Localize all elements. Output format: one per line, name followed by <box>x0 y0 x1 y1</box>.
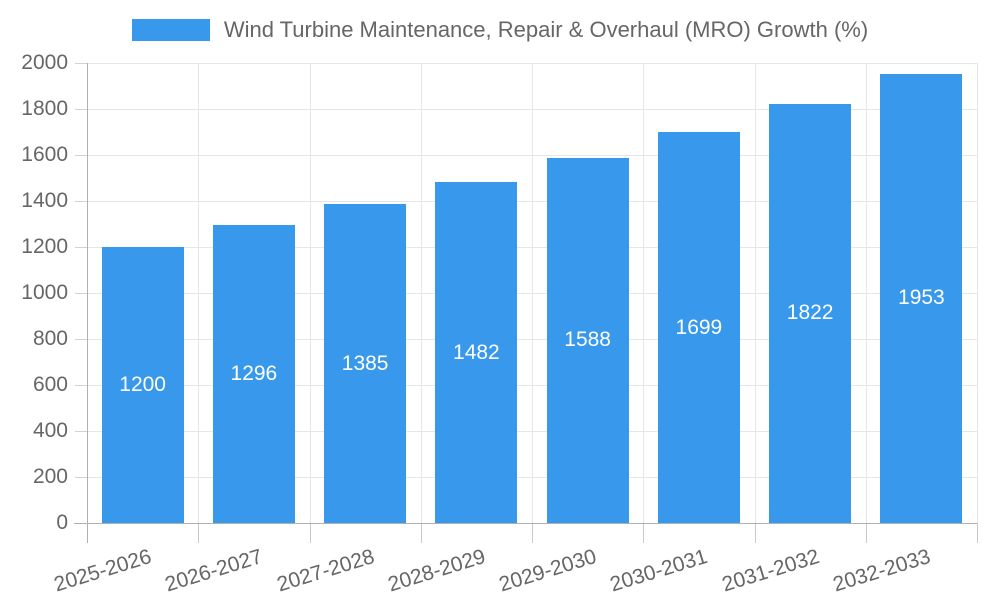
x-axis-tick-label: 2031-2032 <box>719 545 822 597</box>
y-axis-tick <box>75 201 87 202</box>
x-axis-line <box>74 523 977 524</box>
bar[interactable]: 1588 <box>546 157 629 523</box>
x-axis-tick-label: 2026-2027 <box>162 545 266 597</box>
legend-swatch <box>131 19 210 41</box>
x-axis-tick-label: 2032-2033 <box>830 545 934 597</box>
y-axis-tick-label: 0 <box>56 511 68 534</box>
y-axis-tick <box>75 247 87 248</box>
bar-value-label: 1699 <box>675 315 723 339</box>
y-axis-tick-label: 400 <box>32 419 68 442</box>
x-gridline <box>532 63 533 523</box>
x-gridline <box>309 63 311 523</box>
bar-value-label: 1588 <box>564 328 611 352</box>
y-axis-tick-label: 1600 <box>21 143 68 166</box>
y-axis-tick <box>75 63 87 64</box>
y-axis-tick <box>75 155 87 156</box>
x-gridline <box>865 63 867 523</box>
bar-value-label: 1822 <box>786 301 834 325</box>
x-axis-tick <box>420 523 422 543</box>
y-axis-tick <box>75 385 87 386</box>
y-axis-tick-label: 1400 <box>21 189 68 212</box>
bar[interactable]: 1385 <box>324 204 407 523</box>
y-axis-tick-label: 1800 <box>21 97 68 120</box>
y-axis-tick-label: 200 <box>32 465 68 488</box>
x-axis-tick-label: 2028-2029 <box>385 545 489 597</box>
x-axis-tick <box>865 523 867 543</box>
bar[interactable]: 1482 <box>435 182 518 523</box>
x-gridline <box>420 63 422 523</box>
x-axis-tick-label: 2027-2028 <box>274 545 377 597</box>
chart-legend-item[interactable]: Wind Turbine Maintenance, Repair & Overh… <box>0 17 1000 43</box>
x-gridline <box>754 63 756 523</box>
bar-value-label: 1482 <box>453 340 500 364</box>
bar[interactable]: 1699 <box>657 132 740 523</box>
y-axis-tick <box>75 431 87 432</box>
y-axis-tick-label: 800 <box>32 327 68 350</box>
bar-value-label: 1385 <box>341 351 389 375</box>
bar[interactable]: 1200 <box>101 247 184 523</box>
y-axis-tick-label: 1000 <box>21 281 68 304</box>
bar-value-label: 1953 <box>898 286 945 310</box>
x-axis-tick <box>532 523 533 543</box>
bar-value-label: 1296 <box>230 361 278 385</box>
y-axis-tick-label: 600 <box>32 373 68 396</box>
x-axis-tick <box>977 523 978 543</box>
bar[interactable]: 1822 <box>769 103 852 523</box>
legend-label: Wind Turbine Maintenance, Repair & Overh… <box>223 17 869 42</box>
x-axis-tick <box>198 523 200 543</box>
y-axis-line <box>87 63 88 543</box>
bar-value-label: 1200 <box>119 373 166 396</box>
x-gridline <box>643 63 645 523</box>
y-axis-tick <box>75 339 87 340</box>
y-axis-tick <box>75 293 87 294</box>
x-axis-tick <box>309 523 311 543</box>
bar[interactable]: 1296 <box>212 224 295 523</box>
y-axis-tick-label: 2000 <box>21 51 68 74</box>
x-axis-tick <box>643 523 645 543</box>
bar[interactable]: 1953 <box>880 73 963 523</box>
y-axis-tick <box>75 109 87 110</box>
x-axis-tick <box>754 523 756 543</box>
x-axis-tick-label: 2030-2031 <box>607 545 711 597</box>
x-axis-tick-label: 2025-2026 <box>51 545 155 597</box>
plot-area: 0 200 400 600 800 1000 1200 1400 1600 1800 2000 120… <box>21 51 978 596</box>
y-axis-tick-label: 1200 <box>21 235 68 258</box>
x-gridline <box>977 63 978 523</box>
x-axis-tick-label: 2029-2030 <box>496 545 600 597</box>
x-gridline <box>198 63 200 523</box>
y-axis-tick <box>75 477 87 478</box>
